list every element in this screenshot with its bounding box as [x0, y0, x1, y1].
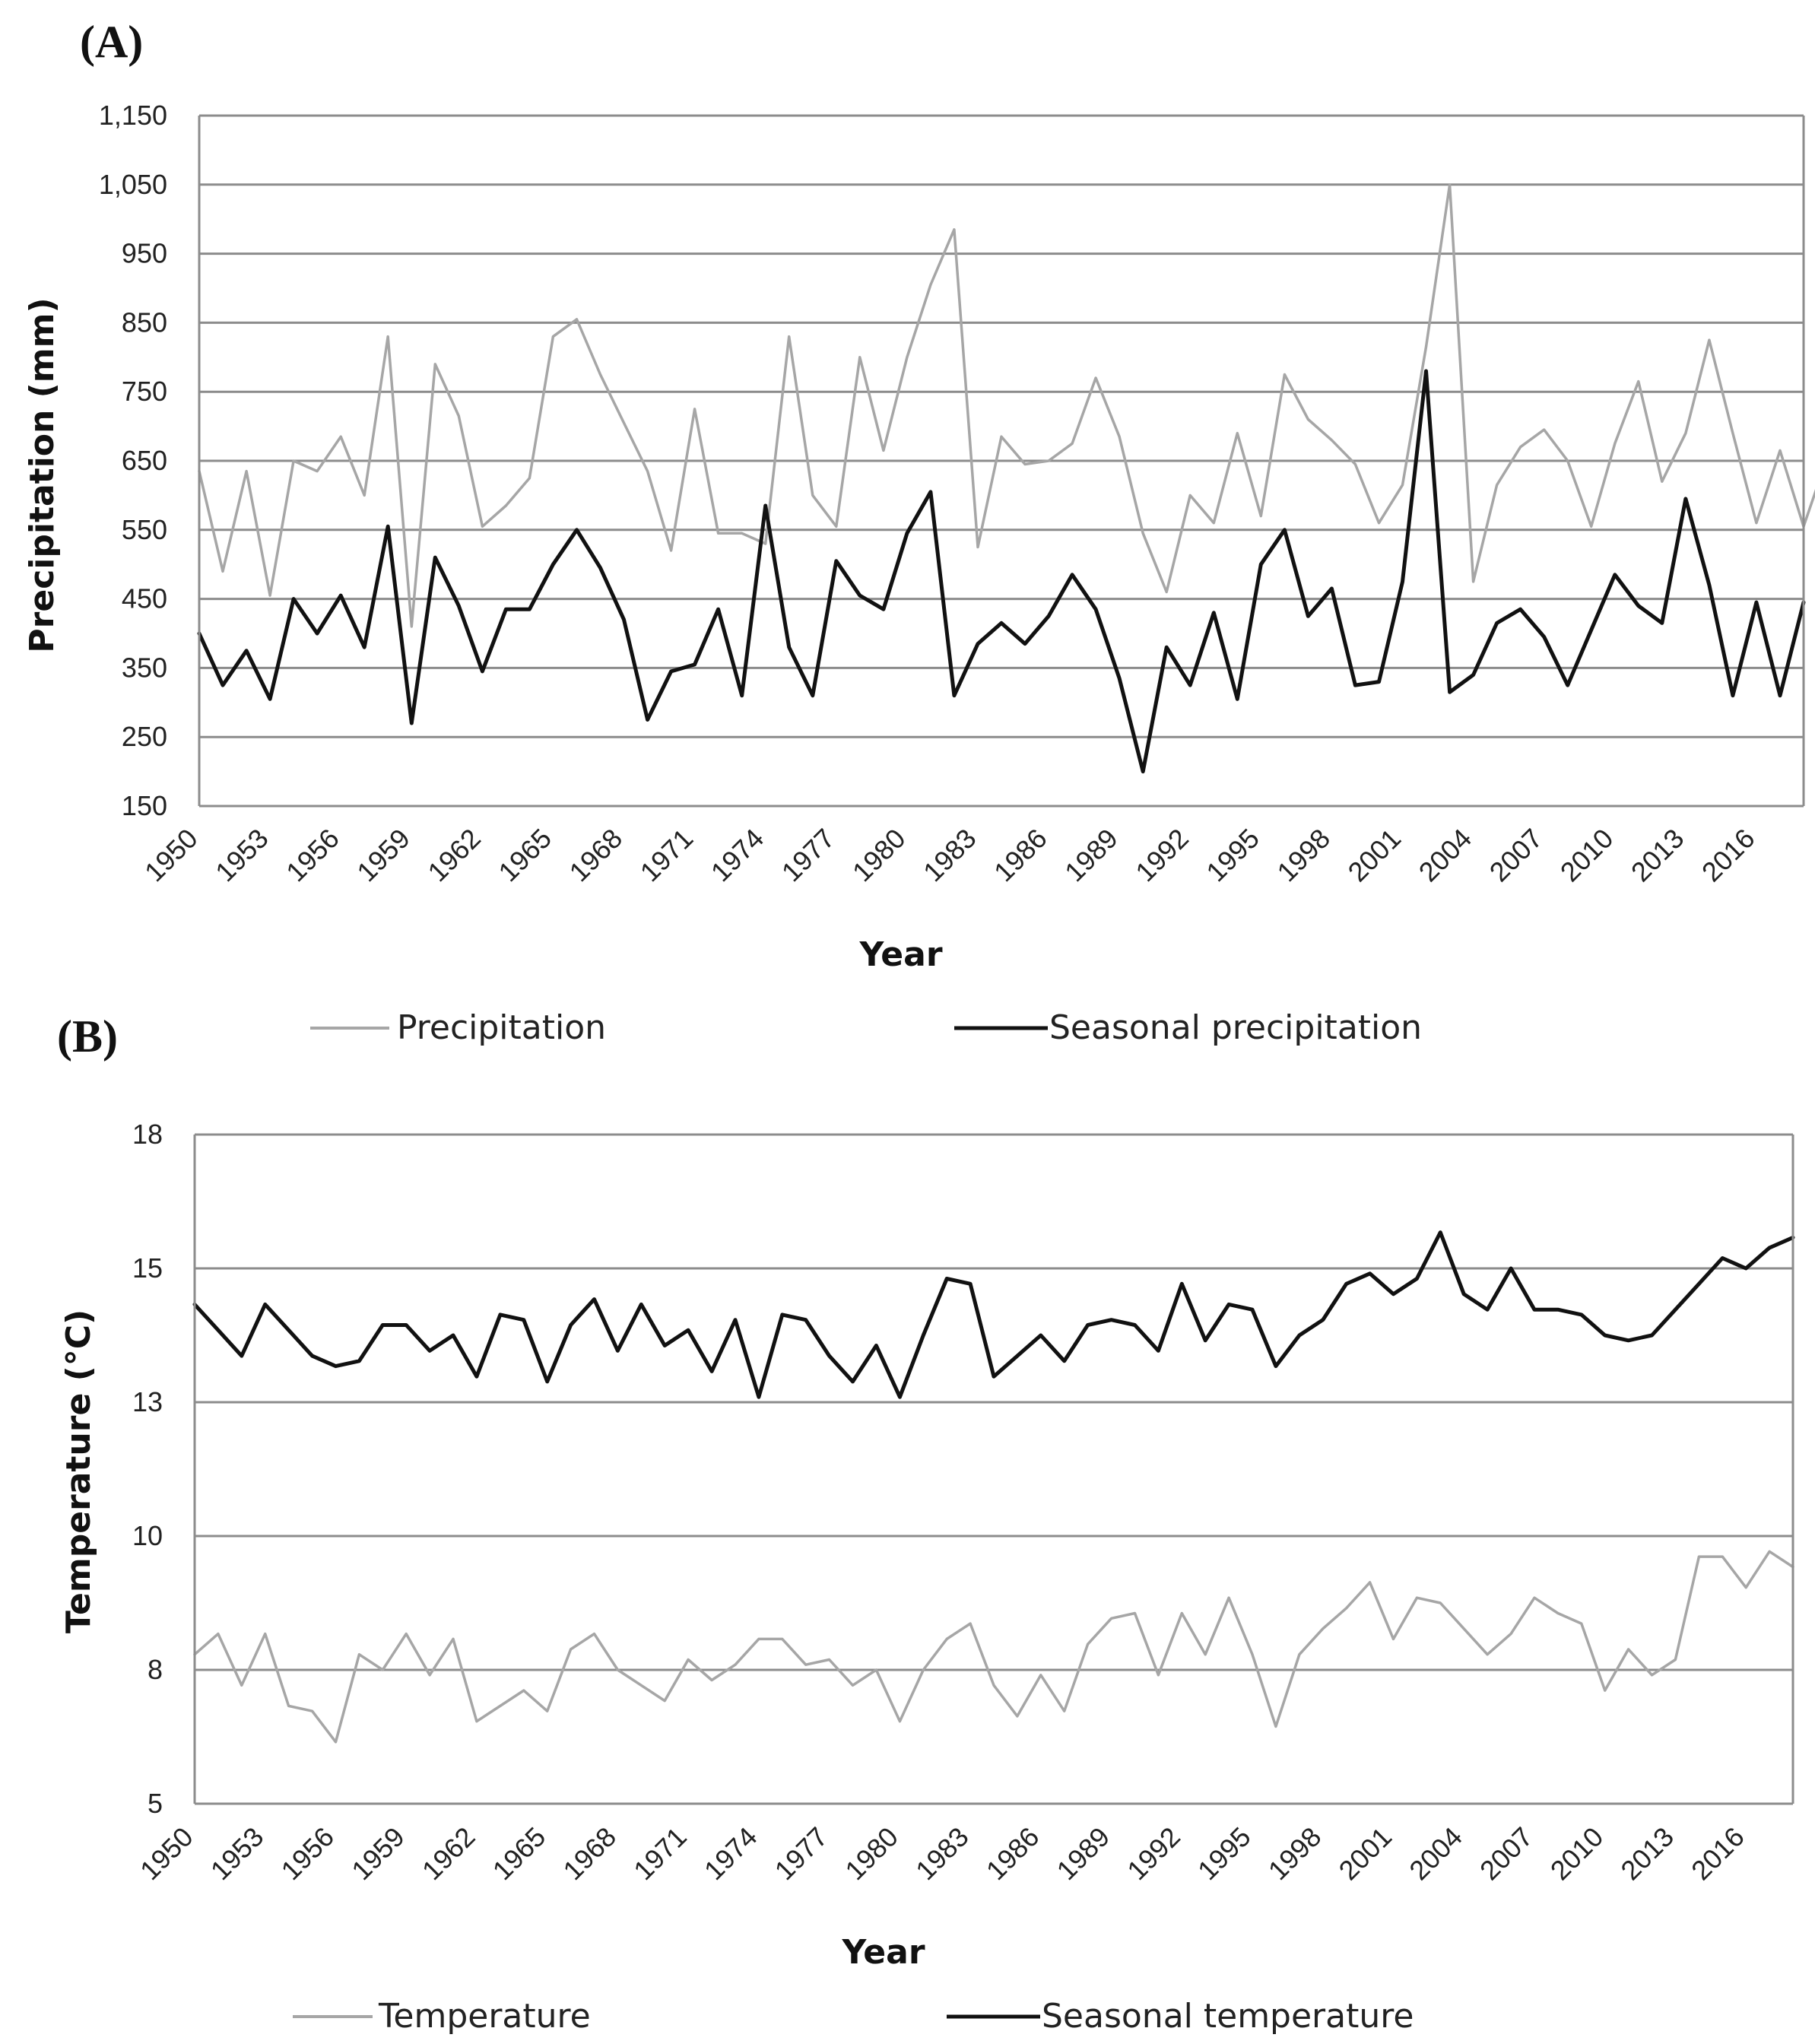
x-tick-label: 1980 — [846, 823, 912, 888]
x-tick-label: 1971 — [634, 823, 700, 888]
series-group — [197, 183, 1815, 774]
x-tick-label: 1977 — [776, 823, 841, 888]
x-tick-label: 1989 — [1051, 1821, 1116, 1887]
x-tick-label: 1986 — [988, 823, 1053, 888]
y-tick-label: 1,050 — [99, 169, 167, 200]
y-tick-label: 8 — [148, 1654, 163, 1685]
y-tick-label: 750 — [122, 376, 167, 407]
x-tick-label: 1962 — [416, 1821, 481, 1887]
x-tick-label: 2001 — [1333, 1821, 1398, 1887]
legend-label-seasonal-temperature: Seasonal temperature — [1042, 1997, 1414, 2036]
panel-label-a: (A) — [80, 17, 143, 67]
x-tick-label: 2010 — [1554, 823, 1620, 888]
x-tick-label: 1983 — [909, 1821, 975, 1887]
x-tick-label: 1989 — [1058, 823, 1124, 888]
x-tick-label: 1995 — [1191, 1821, 1257, 1887]
y-axis-title-precipitation: Precipitation (mm) — [23, 297, 62, 652]
legend-label-seasonal-precipitation: Seasonal precipitation — [1049, 1008, 1422, 1047]
x-tick-label: 1959 — [345, 1821, 411, 1887]
y-tick-label: 5 — [148, 1788, 163, 1819]
y-tick-label: 10 — [132, 1520, 163, 1551]
x-tick-label: 1953 — [205, 1821, 270, 1887]
series-line-seasonal-precipitation — [197, 369, 1806, 774]
series-line-seasonal-temperature — [192, 1230, 1795, 1399]
x-tick-label: 1968 — [557, 1821, 622, 1887]
x-tick-label: 2007 — [1483, 823, 1549, 888]
x-tick-label: 2013 — [1625, 823, 1690, 888]
y-tick-label: 650 — [122, 445, 167, 476]
x-tick-label: 1980 — [839, 1821, 904, 1887]
x-tick-label: 1968 — [563, 823, 629, 888]
x-tick-label: 1950 — [134, 1821, 199, 1887]
y-tick-label: 350 — [122, 652, 167, 683]
x-tick-label: 2013 — [1614, 1821, 1680, 1887]
x-tick-label: 1995 — [1200, 823, 1265, 888]
y-tick-label: 550 — [122, 514, 167, 545]
y-tick-label: 150 — [122, 790, 167, 821]
x-tick-label: 1959 — [351, 823, 416, 888]
x-tick-label: 1962 — [421, 823, 487, 888]
x-tick-label: 1974 — [705, 823, 770, 888]
y-tick-label: 250 — [122, 721, 167, 752]
panel-a-precipitation: (A) 150 250 350 450 550 650 750 850 950 1,050 1,15… — [23, 17, 1815, 1047]
x-tick-label: 1992 — [1129, 823, 1195, 888]
legend-a: Precipitation Seasonal precipitation — [310, 1008, 1422, 1047]
series-line-precipitation — [198, 183, 1815, 628]
x-tick-label: 1998 — [1271, 823, 1336, 888]
x-tick-label: 1965 — [487, 1821, 552, 1887]
x-tick-label: 2016 — [1685, 1821, 1750, 1887]
x-axis-title-year-b: Year — [841, 1933, 925, 1972]
x-tick-label: 1986 — [980, 1821, 1046, 1887]
y-tick-label: 950 — [122, 238, 167, 269]
axes: 150 250 350 450 550 650 750 850 950 1,050 1,150 195… — [99, 100, 1805, 888]
x-tick-label: 1983 — [917, 823, 982, 888]
gridlines — [195, 1133, 1793, 1805]
legend-label-temperature: Temperature — [378, 1997, 591, 2036]
gridlines — [199, 114, 1804, 808]
x-tick-label: 2001 — [1342, 823, 1407, 888]
x-tick-label: 1956 — [280, 823, 345, 888]
x-tick-label: 2016 — [1696, 823, 1761, 888]
x-tick-label: 1953 — [209, 823, 274, 888]
x-axis-title-year: Year — [858, 935, 942, 974]
x-tick-label: 1977 — [769, 1821, 834, 1887]
y-tick-label: 1,150 — [99, 100, 167, 131]
x-tick-label: 2004 — [1413, 823, 1478, 888]
x-tick-label: 2010 — [1544, 1821, 1610, 1887]
x-tick-label: 1971 — [627, 1821, 693, 1887]
panel-label-b: (B) — [57, 1011, 118, 1062]
y-tick-label: 15 — [132, 1252, 163, 1284]
x-tick-label: 2007 — [1474, 1821, 1539, 1887]
x-tick-label: 1992 — [1121, 1821, 1186, 1887]
y-tick-label: 450 — [122, 583, 167, 614]
y-tick-label: 850 — [122, 306, 167, 338]
y-tick-label: 13 — [132, 1386, 163, 1417]
x-tick-label: 1950 — [138, 823, 204, 888]
x-tick-label: 1965 — [492, 823, 557, 888]
x-tick-label: 1974 — [698, 1821, 763, 1887]
series-line-temperature — [193, 1550, 1794, 1744]
y-tick-label: 18 — [132, 1119, 163, 1150]
x-tick-label: 2004 — [1403, 1821, 1468, 1887]
x-tick-label: 1956 — [275, 1821, 341, 1887]
legend-label-precipitation: Precipitation — [397, 1008, 606, 1047]
x-tick-label: 1998 — [1262, 1821, 1328, 1887]
y-axis-title-temperature: Temperature (°C) — [59, 1309, 98, 1633]
series-group — [192, 1230, 1795, 1744]
legend-b: Temperature Seasonal temperature — [293, 1997, 1414, 2036]
